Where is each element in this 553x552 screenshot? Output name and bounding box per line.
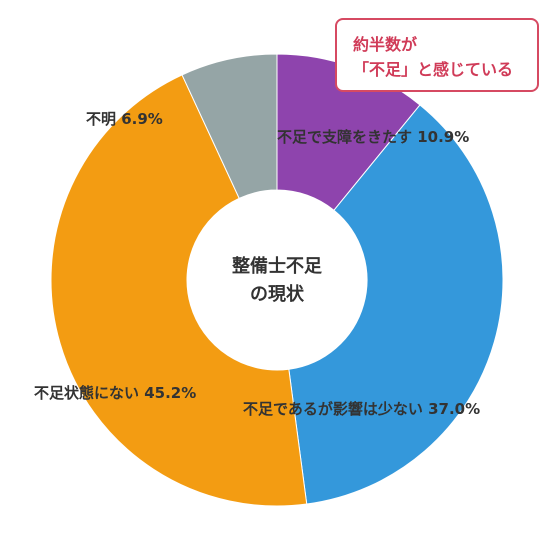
slice-label: 不足であるが影響は少ない 37.0% <box>243 400 480 418</box>
center-label-line-2: の現状 <box>250 283 305 305</box>
donut-slices <box>50 53 504 507</box>
callout-line-2: 「不足」と感じている <box>353 60 514 79</box>
donut-slice <box>276 53 421 211</box>
callout-line-1: 約半数が <box>353 35 418 54</box>
slice-labels: 不足で支障をきたす 10.9% 不足であるが影響は少ない 37.0% 不足状態にない… <box>34 110 480 418</box>
center-label: 整備士不足 の現状 <box>231 255 322 305</box>
center-label-line-1: 整備士不足 <box>231 255 322 277</box>
callout-box: 約半数が 「不足」と感じている <box>335 18 539 92</box>
slice-label: 不足で支障をきたす 10.9% <box>277 128 469 146</box>
slice-label: 不足状態にない 45.2% <box>34 384 196 402</box>
slice-label: 不明 6.9% <box>86 110 163 128</box>
donut-slice <box>50 74 308 507</box>
donut-slice <box>288 104 504 505</box>
donut-slice <box>181 53 278 199</box>
